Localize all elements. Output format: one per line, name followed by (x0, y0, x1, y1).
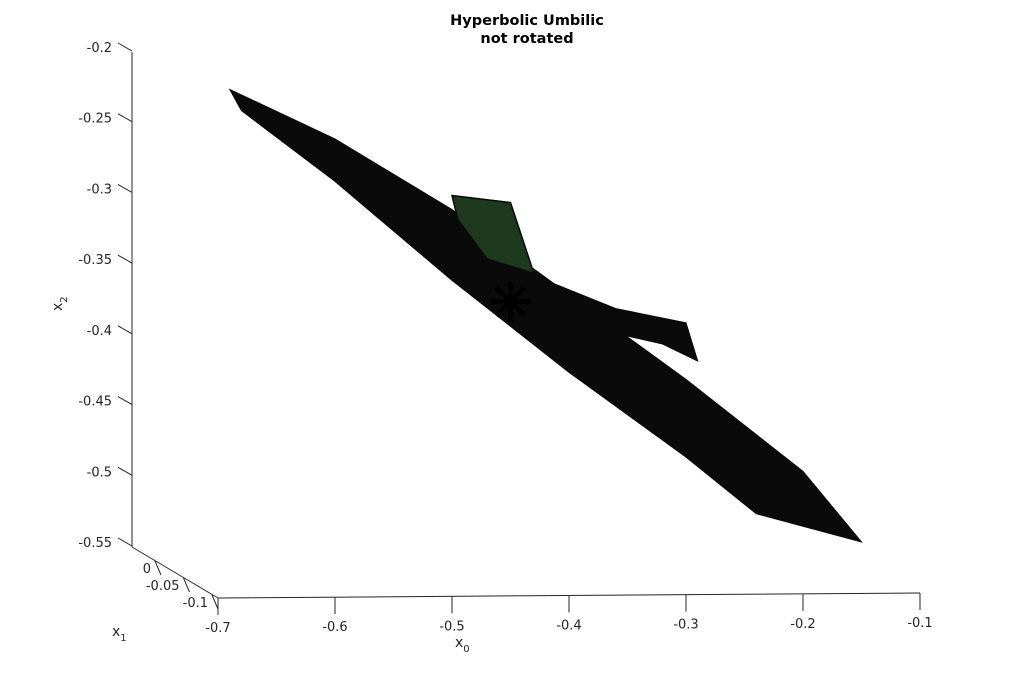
x0-tick-label: -0.3 (673, 618, 698, 633)
x2-tick-label: -0.45 (78, 395, 112, 410)
x0-axis-ticks: -0.7 -0.6 -0.5 -0.4 -0.3 -0.2 -0.1 (205, 593, 933, 636)
x1-axis-ticks: 0 -0.05-0.1 (143, 560, 219, 611)
star-marker-stroke (494, 285, 527, 318)
x1-tick (183, 577, 190, 593)
x2-tick (117, 183, 133, 193)
title-line-2: not rotated (480, 31, 573, 47)
x2-axis-ticks: -0.2 -0.25 -0.3 -0.35 -0.4 -0.45 -0.5 -0.55 (78, 41, 133, 551)
x1-tick (154, 560, 162, 576)
x2-tick (117, 42, 133, 52)
x1-axis-label: x1 (112, 624, 127, 644)
x2-tick-label: -0.35 (78, 253, 112, 268)
x1-label-main: x (112, 624, 120, 640)
title-line-1: Hyperbolic Umbilic (450, 13, 604, 29)
x0-tick-label: -0.7 (205, 621, 230, 636)
surface-band (228, 88, 863, 543)
x0-tick-label: -0.1 (907, 616, 932, 631)
x2-label-sub: 2 (59, 296, 70, 302)
x1-tick (211, 594, 219, 610)
x0-axis-label: x0 (455, 635, 470, 655)
marker (490, 281, 531, 322)
x0-label-main: x (455, 635, 463, 651)
x1-axis-line (131, 546, 219, 599)
x2-tick (117, 466, 133, 476)
surface-fold-lower (544, 279, 699, 362)
x2-tick-label: -0.55 (78, 536, 112, 551)
x1-label-sub: 1 (120, 633, 126, 644)
x2-tick-label: -0.3 (87, 182, 112, 197)
x0-tick-label: -0.4 (556, 619, 581, 634)
x2-tick-label: -0.25 (78, 112, 112, 127)
x2-axis-label: x2 (50, 296, 70, 311)
x2-tick (117, 113, 133, 123)
x2-tick-label: -0.2 (87, 41, 112, 56)
x0-label-sub: 0 (463, 644, 469, 655)
x1-tick-label: -0.1 (183, 596, 208, 611)
x2-label-main: x (50, 303, 66, 311)
x2-tick (117, 325, 133, 335)
x2-tick (117, 254, 133, 264)
x2-tick (117, 537, 133, 547)
x0-tick-label: -0.5 (439, 619, 464, 634)
chart-title: Hyperbolic Umbilic not rotated (450, 13, 604, 47)
surface-fold-upper (451, 194, 536, 275)
x1-tick-label: 0 (143, 562, 151, 577)
x2-tick-label: -0.4 (87, 324, 112, 339)
x0-tick-label: -0.6 (322, 620, 347, 635)
surface (228, 88, 863, 543)
x0-tick-label: -0.2 (790, 617, 815, 632)
axis-labels: x0 x1 x2 (50, 296, 470, 655)
x2-tick-label: -0.5 (87, 465, 112, 480)
x2-tick (117, 396, 133, 406)
star-marker (490, 281, 531, 322)
x1-tick-label: -0.05 (146, 579, 180, 594)
